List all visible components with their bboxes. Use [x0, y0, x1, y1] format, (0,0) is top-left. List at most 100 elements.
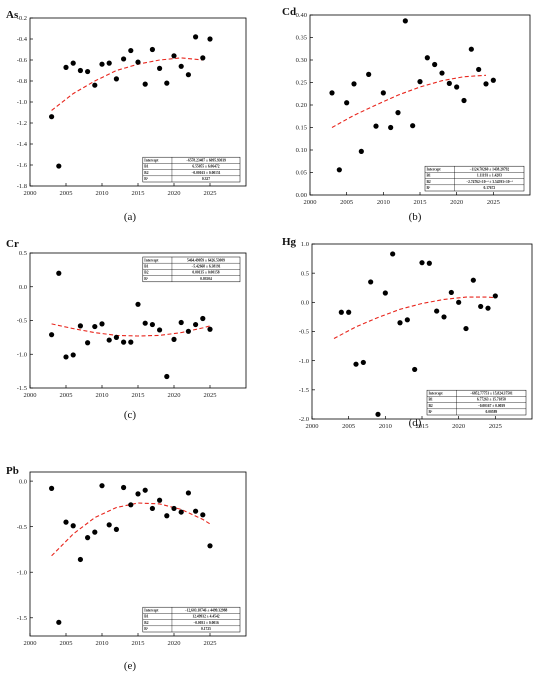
fit-table-value: −0.0031 ± 0.0016: [193, 621, 219, 625]
data-point: [351, 81, 357, 87]
data-point: [207, 36, 213, 42]
data-point: [142, 487, 148, 493]
data-point: [492, 293, 498, 299]
data-point: [185, 490, 191, 496]
data-point: [390, 251, 396, 257]
data-point: [397, 320, 403, 326]
chart-pb: Pb 2000 2005 2010 2015 2020 2025 -1.5 -1.0 -0.5 0.…: [6, 465, 247, 672]
y-tick-label: -1.5: [17, 615, 27, 622]
data-point: [149, 321, 155, 328]
panel-label: (c): [124, 409, 137, 421]
y-tick-label: 0.35: [296, 35, 307, 42]
data-point: [200, 55, 206, 61]
y-tick-label: 0.0: [301, 300, 309, 307]
x-tick-label: 2020: [168, 190, 181, 197]
data-point: [424, 55, 430, 61]
data-point: [113, 526, 119, 533]
panel-label: (a): [124, 211, 137, 223]
y-tick-label: 0.0: [19, 284, 27, 291]
fit-table: Intercept −1124.70260 ± 1438.28792 B1 1.111…: [424, 165, 525, 192]
y-tick-label: 0.25: [296, 80, 307, 87]
fit-table-value: −1124.70260 ± 1438.28792: [469, 168, 509, 172]
fit-table: Intercept 5464.49059 ± 6426.53009 B1 −5.426…: [142, 256, 241, 283]
element-label: As: [6, 9, 19, 21]
data-point: [99, 321, 105, 327]
data-point: [373, 123, 379, 129]
x-tick-label: 2015: [414, 199, 427, 206]
element-label: Hg: [282, 236, 297, 248]
fit-table-key: R²: [144, 627, 148, 631]
y-tick-label: -1.5: [17, 385, 27, 392]
x-tick-label: 2020: [168, 640, 181, 647]
fit-table-value: 0.00135 ± 0.00158: [192, 271, 219, 275]
fit-table-value: −2.74762×10⁻⁴ ± 3.54593×10⁻⁴: [466, 180, 513, 184]
data-point: [178, 63, 184, 69]
y-tick-label: 0.30: [296, 57, 307, 64]
data-point: [344, 100, 350, 106]
data-point: [417, 79, 423, 85]
fit-table-value: 0.00589: [486, 410, 498, 414]
data-point: [149, 505, 155, 512]
y-tick-label: -0.4: [17, 36, 28, 43]
data-point: [77, 67, 83, 74]
data-point: [142, 81, 148, 87]
data-point: [49, 485, 55, 491]
data-point: [454, 84, 460, 90]
data-point: [185, 328, 191, 334]
data-point: [461, 97, 467, 104]
y-tick-label: 0.20: [296, 102, 307, 109]
fit-table-key: B2: [144, 171, 148, 175]
data-point: [336, 167, 342, 173]
data-point: [382, 290, 388, 296]
data-point: [99, 483, 105, 489]
data-point: [63, 519, 69, 525]
data-point: [128, 339, 134, 345]
fit-table-value: 0.1725: [201, 627, 211, 631]
x-tick-label: 2025: [487, 199, 500, 206]
data-point: [135, 59, 141, 65]
data-point: [85, 340, 91, 346]
fit-table-value: 6.55055 ± 6.06472: [192, 165, 219, 169]
data-point: [63, 354, 69, 360]
data-point: [485, 305, 491, 311]
element-label: Cd: [282, 6, 296, 18]
data-point: [63, 64, 69, 70]
y-tick-label: 0.05: [296, 170, 307, 177]
y-tick-label: -1.0: [17, 351, 27, 358]
fit-table-value: 6.77263 ± 15.71858: [477, 398, 506, 402]
data-point: [106, 337, 112, 343]
data-point: [49, 332, 55, 338]
data-point: [178, 319, 184, 326]
x-tick-label: 2000: [24, 392, 37, 399]
x-tick-label: 2010: [377, 199, 390, 206]
chart-hg: Hg 2000 2005 2010 2015 2020 2025 -2.0 -1.5 -1.0 -0…: [282, 236, 533, 430]
y-tick-label: -1.0: [299, 358, 309, 365]
y-tick-label: -2.0: [299, 416, 309, 423]
data-point: [106, 522, 112, 528]
data-point: [358, 148, 364, 154]
data-point: [56, 270, 62, 276]
x-tick-label: 2025: [489, 423, 502, 430]
x-tick-label: 2000: [24, 190, 37, 197]
x-tick-label: 2015: [416, 423, 429, 430]
fit-table-key: B1: [144, 165, 148, 169]
data-point: [395, 110, 401, 116]
chart-cd: Cd 2000 2005 2010 2015 2020 2025 0.00 0.05 0.10 0.…: [282, 6, 531, 223]
data-point: [185, 72, 191, 78]
data-point: [368, 279, 374, 285]
fit-table-key: B1: [427, 174, 431, 178]
data-point: [157, 497, 163, 503]
y-tick-label: 1.0: [301, 241, 309, 248]
data-point: [410, 123, 416, 129]
fit-table-value: −6852.77753 ± 15,824.37501: [470, 392, 513, 396]
y-tick-label: -0.2: [17, 15, 27, 22]
data-point: [448, 289, 454, 296]
fit-table-value: 0.327: [202, 177, 210, 181]
y-tick-label: 0.00: [296, 192, 307, 199]
x-tick-label: 2010: [379, 423, 392, 430]
fit-table-key: R²: [144, 277, 148, 281]
x-tick-label: 2025: [204, 640, 217, 647]
x-tick-label: 2005: [340, 199, 353, 206]
data-point: [360, 359, 366, 366]
data-point: [157, 327, 163, 333]
